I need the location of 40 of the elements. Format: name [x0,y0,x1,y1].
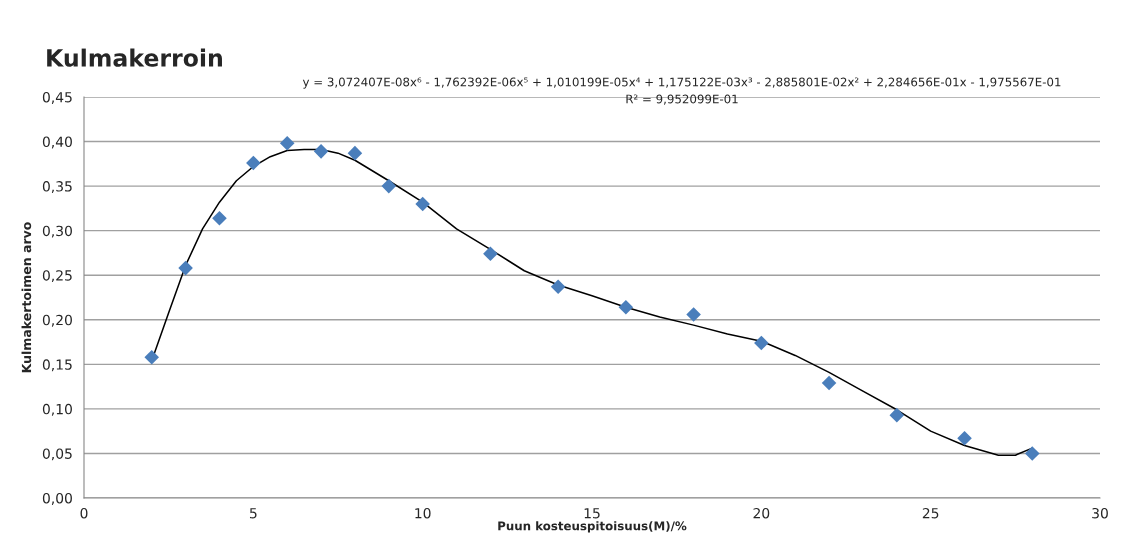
point [618,300,634,315]
point [347,145,363,161]
y-tick-label: 0,10 [42,403,72,416]
point [144,349,160,365]
text: y = 3,072407E-08x⁶ - 1,762392E-06x⁵ + 1,010199E-05x⁴ + 1,175122E-03x³ - 2,885801E-02x² + 2,284656E-01x - 1,975567E-01 [302,77,1061,89]
y-tick-label: 0,05 [42,448,72,461]
y-tick-label: 0,00 [42,492,72,505]
point [279,136,295,151]
y-tick-label: 0,20 [42,314,72,327]
y-tick-label: 0,45 [42,91,72,104]
y-tick-label: 0,15 [42,359,72,372]
point [686,307,701,322]
point [178,260,193,276]
point [483,246,498,262]
x-tick-label: 15 [584,508,600,519]
x-tick-label: 30 [1092,507,1108,519]
x-axis-title: Puun kosteuspitoisuus(M)/% [498,521,687,533]
y-tick-label: 0,25 [42,270,72,283]
point [246,155,261,171]
chart-title: Kulmakerroin [47,48,222,67]
x-tick-label: 25 [922,507,939,519]
y-tick-label: 0,30 [42,225,72,238]
annotation: R² = 9,952099E-01 [626,94,738,105]
point [550,279,566,295]
point [381,178,397,194]
point [212,210,227,226]
x-tick-label: 20 [753,507,770,519]
y-tick-label: 0,35 [42,181,72,193]
x-tick-label: 5 [249,508,257,519]
point [313,144,329,159]
point [821,375,837,391]
y-axis-title: Kulmakertoimen arvo [21,222,32,373]
x-tick-label: 10 [415,507,431,519]
point [889,407,905,423]
x-tick-label: 0 [80,507,88,519]
point [754,335,769,351]
point [1024,446,1040,461]
point [415,196,430,212]
point [957,431,972,446]
y-tick-label: 0,40 [42,136,72,149]
